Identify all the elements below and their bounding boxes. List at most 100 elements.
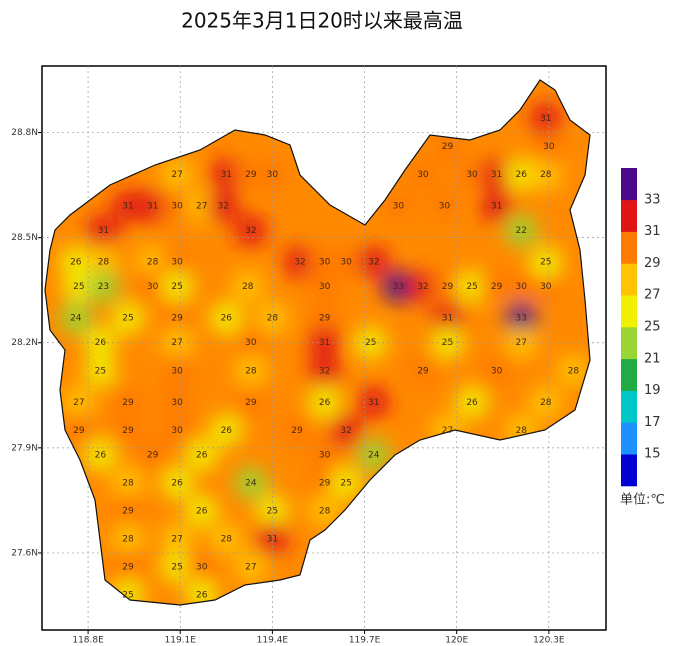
legend-label: 19	[644, 383, 661, 398]
station-value: 29	[245, 398, 257, 408]
station-value: 30	[245, 338, 257, 348]
station-value: 25	[171, 562, 182, 572]
heat-blob	[111, 549, 146, 584]
station-value: 27	[196, 202, 207, 212]
heat-blob	[504, 213, 539, 248]
heat-blob	[111, 301, 146, 336]
legend-label: 31	[644, 224, 661, 239]
station-value: 27	[73, 398, 84, 408]
station-value: 27	[442, 426, 453, 436]
heat-blob	[86, 245, 121, 280]
heat-blob	[528, 385, 563, 420]
heat-blob	[381, 269, 416, 304]
map-title: 2025年3月1日20时以来最高温	[181, 9, 463, 33]
station-value: 32	[319, 366, 330, 376]
station-value: 30	[340, 258, 352, 268]
heat-blob	[209, 301, 244, 336]
station-value: 31	[98, 226, 109, 236]
heat-blob	[528, 101, 563, 136]
heat-blob	[405, 269, 440, 304]
stations: 31 27 31 29 30 31 30 27 32 31 32 26 28 28 30 32 30 30 32 25…	[70, 114, 579, 600]
station-value: 26	[466, 398, 478, 408]
legend-label: 21	[644, 351, 661, 366]
legend-label: 27	[644, 288, 661, 303]
station-value: 31	[147, 202, 158, 212]
heat-blob	[255, 493, 290, 528]
station-value: 27	[171, 534, 182, 544]
heat-blob	[504, 301, 539, 336]
heat-blob	[381, 189, 416, 224]
heat-blob	[61, 269, 96, 304]
heat-blob	[160, 549, 195, 584]
station-value: 26	[196, 506, 208, 516]
legend-swatch	[621, 263, 637, 296]
heat-blob	[528, 245, 563, 280]
legend-swatch	[621, 390, 637, 423]
station-value: 25	[122, 314, 133, 324]
station-value: 29	[171, 314, 183, 324]
station-value: 26	[196, 590, 208, 600]
heat-blob	[209, 521, 244, 556]
heat-blob	[528, 269, 563, 304]
heat-blob	[83, 325, 118, 360]
heat-blob	[184, 437, 219, 472]
heat-blob	[135, 437, 170, 472]
station-value: 30	[439, 202, 451, 212]
heat-blob	[353, 325, 388, 360]
legend-swatch	[621, 295, 637, 328]
heat-blob	[504, 269, 539, 304]
station-value: 25	[442, 338, 453, 348]
heat-blob	[455, 269, 490, 304]
heat-blob	[233, 549, 268, 584]
legend-swatch	[621, 231, 637, 264]
heat-blob	[111, 189, 146, 224]
legend-swatch	[621, 358, 637, 391]
station-value: 26	[95, 450, 107, 460]
heat-blob	[83, 353, 118, 388]
station-value: 22	[515, 226, 526, 236]
station-value: 26	[515, 170, 527, 180]
station-value: 30	[491, 366, 503, 376]
station-value: 25	[466, 282, 477, 292]
station-value: 32	[218, 202, 229, 212]
station-value: 27	[245, 562, 256, 572]
station-value: 31	[319, 338, 330, 348]
heat-blob	[479, 353, 514, 388]
heat-blob	[556, 353, 590, 388]
heat-blob	[479, 157, 514, 192]
heat-blob	[283, 245, 318, 280]
station-value: 30	[319, 450, 331, 460]
heat-blob	[504, 325, 539, 360]
station-value: 25	[95, 366, 106, 376]
station-value: 29	[245, 170, 257, 180]
legend-swatch	[621, 168, 637, 201]
heat-blob	[160, 521, 195, 556]
station-value: 29	[442, 142, 454, 152]
station-value: 26	[319, 398, 331, 408]
station-value: 31	[267, 534, 278, 544]
legend-label: 17	[644, 415, 661, 430]
x-tick-label: 119.7E	[349, 636, 381, 646]
heat-blob	[307, 269, 342, 304]
x-tick-label: 119.1E	[165, 636, 197, 646]
heat-blob	[86, 269, 121, 304]
legend-swatch	[621, 327, 637, 360]
station-value: 29	[122, 398, 134, 408]
y-tick-label: 27.9N	[11, 443, 38, 453]
heat-blob	[427, 189, 462, 224]
station-value: 28	[98, 258, 110, 268]
heat-blob	[329, 465, 364, 500]
station-value: 32	[294, 258, 305, 268]
heat-blob	[307, 325, 342, 360]
station-value: 30	[540, 282, 552, 292]
y-tick-label: 28.5N	[11, 233, 38, 243]
heat-blob	[233, 325, 268, 360]
heat-blob	[206, 189, 241, 224]
station-value: 24	[245, 478, 257, 488]
heat-blob	[184, 493, 219, 528]
region-outline	[44, 79, 591, 606]
heat-blob	[528, 157, 563, 192]
station-value: 25	[340, 478, 351, 488]
station-value: 33	[393, 282, 404, 292]
heat-blob	[160, 245, 195, 280]
